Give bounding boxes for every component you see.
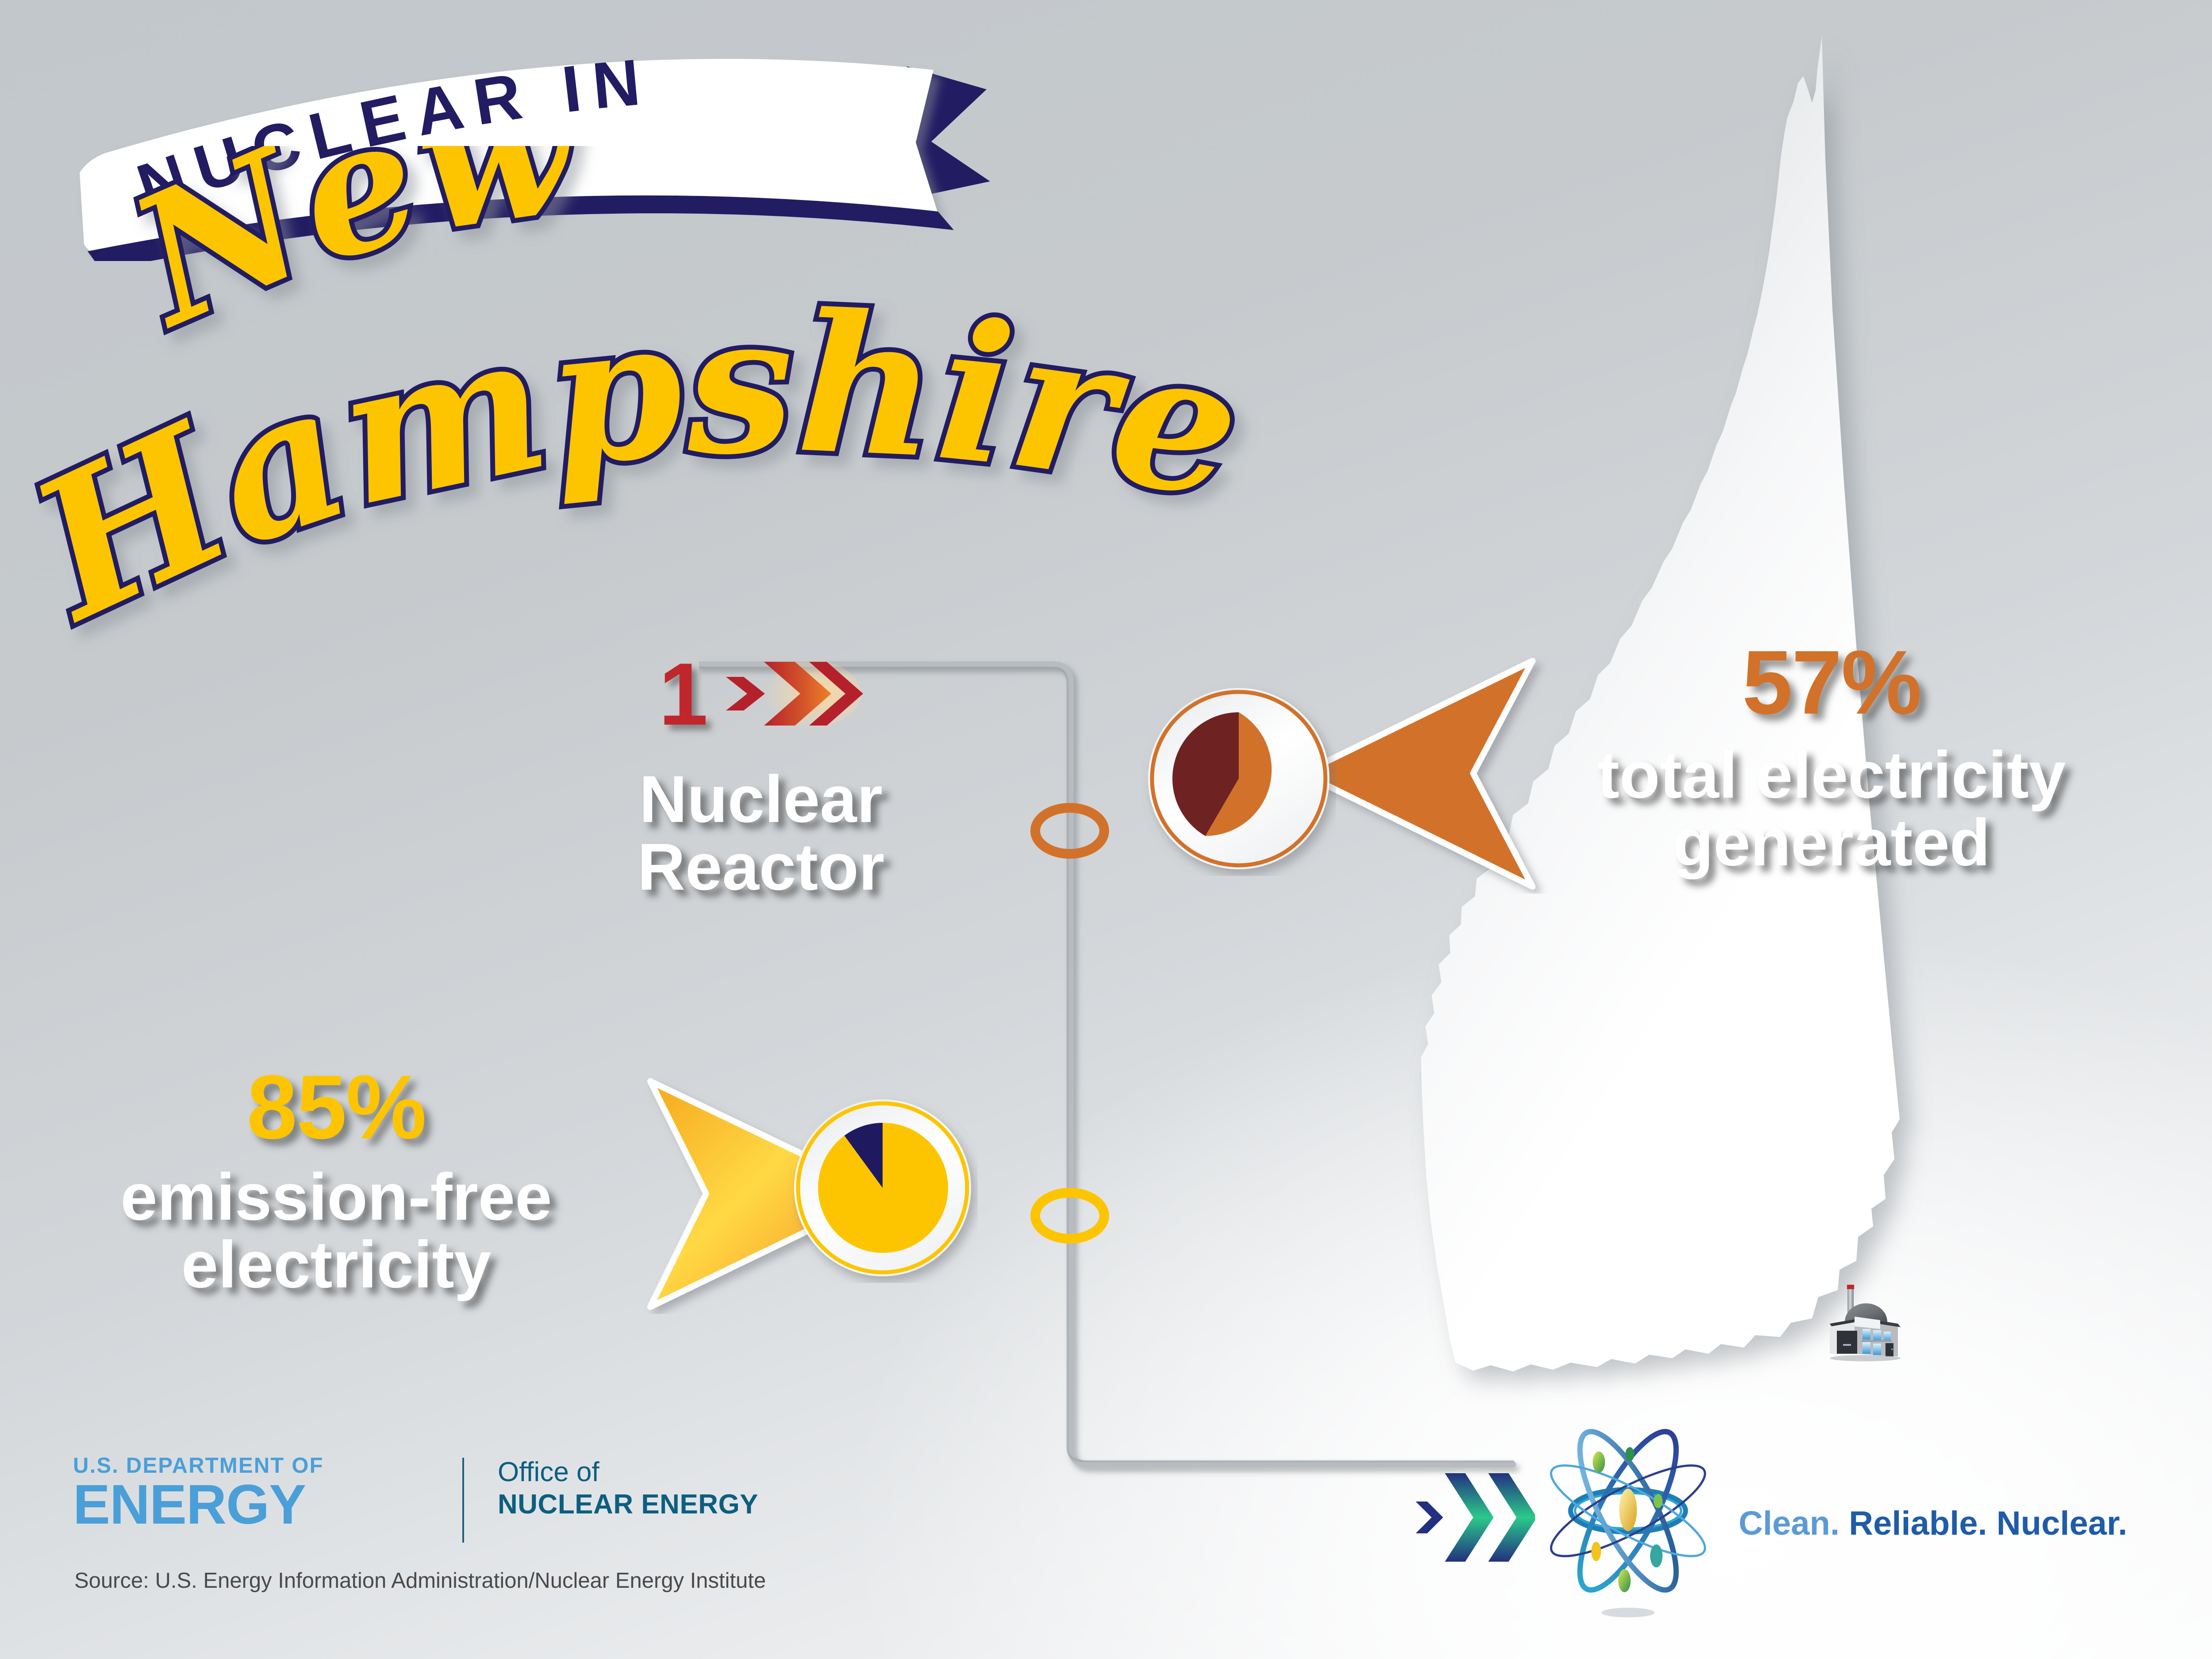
connector-line: [696, 655, 1566, 1504]
doe-logo-divider: [462, 1458, 464, 1543]
tagline-nuclear: Nuclear.: [1996, 1505, 2128, 1542]
chevron-right-icon-blue: [1407, 1464, 1537, 1571]
arrow-right-orange-icon: [1296, 655, 1579, 894]
doe-energy-wordmark: ENERGY: [73, 1473, 306, 1536]
emission-free-label: emission-free electricity: [27, 1163, 646, 1298]
page-title: New Hampshire: [27, 146, 1531, 668]
emission-free-label-line2: electricity: [181, 1227, 492, 1302]
stat-emission-free: 85% emission-free electricity: [27, 1062, 646, 1298]
electricity-label: total electricity generated: [1469, 741, 2194, 876]
reactor-label-line1: Nuclear: [639, 762, 883, 836]
electricity-label-line1: total electricity: [1597, 737, 2066, 812]
doe-department-line: U.S. DEPARTMENT OF: [73, 1454, 324, 1478]
banner-ribbon: NUCLEAR IN: [53, 40, 1079, 261]
stat-total-electricity: 57% total electricity generated: [1469, 637, 2194, 876]
emission-free-label-line1: emission-free: [120, 1160, 552, 1234]
pie-chart-total-electricity: [1141, 681, 1336, 876]
connector-node-orange: [1030, 803, 1109, 859]
reactor-label-line2: Reactor: [637, 830, 885, 904]
office-of-label: Office of: [498, 1457, 599, 1487]
atom-icon: [1522, 1416, 1734, 1624]
source-citation: Source: U.S. Energy Information Administ…: [74, 1569, 766, 1593]
tagline-clean: Clean.: [1739, 1505, 1840, 1542]
new-hampshire-map: [1323, 27, 2199, 1433]
nuclear-power-plant-icon: [1827, 1274, 1929, 1385]
electricity-label-line2: generated: [1673, 805, 1990, 879]
tagline-reliable: Reliable.: [1849, 1505, 1987, 1542]
doe-logo: U.S. DEPARTMENT OF ENERGY Office of NUCL…: [73, 1453, 856, 1546]
connector-node-yellow: [1030, 1188, 1109, 1244]
pie-chart-emission-free: [787, 1093, 978, 1283]
electricity-percent: 57%: [1742, 632, 1922, 733]
reactor-count: 1: [659, 645, 708, 744]
reactor-label: Nuclear Reactor: [469, 765, 1053, 901]
tagline: Clean. Reliable. Nuclear.: [1739, 1504, 2128, 1543]
nuclear-energy-label: NUCLEAR ENERGY: [498, 1489, 759, 1520]
chevron-right-icon-red: [717, 654, 863, 736]
emission-free-percent: 85%: [246, 1056, 426, 1158]
stat-nuclear-reactor: 1: [469, 650, 1053, 901]
